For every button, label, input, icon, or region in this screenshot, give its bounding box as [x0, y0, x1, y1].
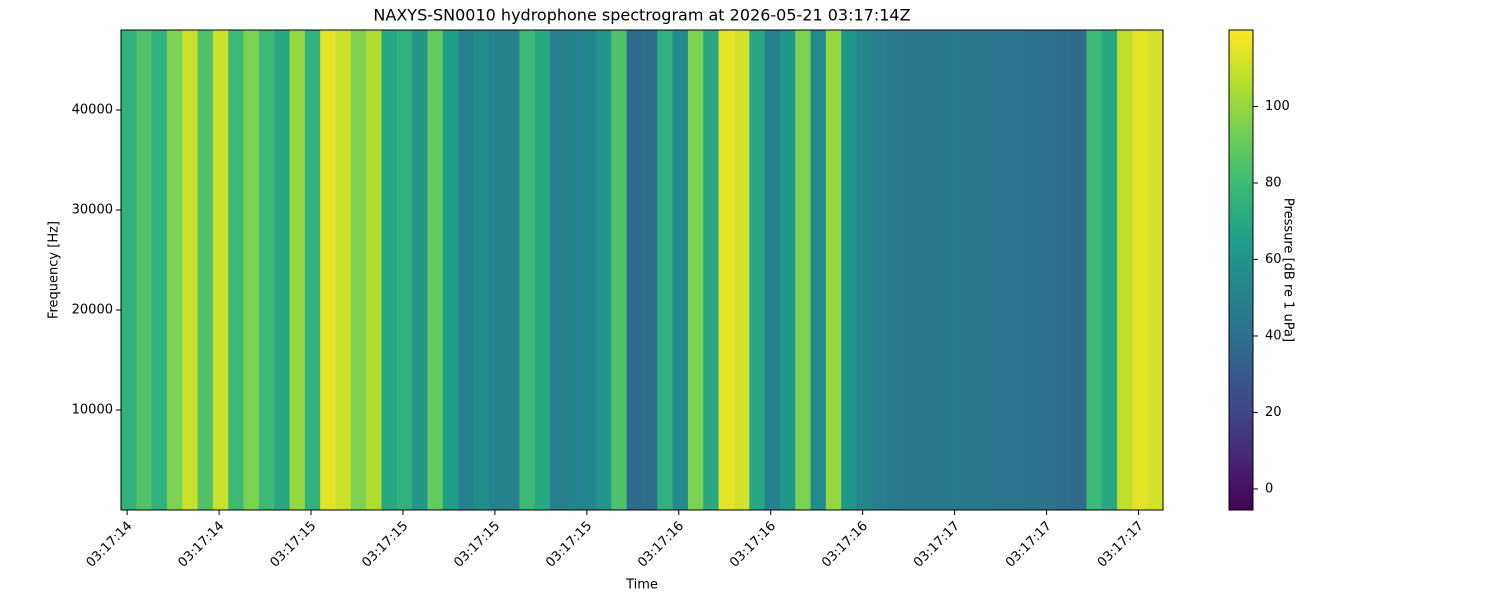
heat-cell [948, 30, 965, 510]
heat-cell [412, 30, 429, 510]
heat-cell [1086, 30, 1103, 510]
heat-cell [611, 30, 628, 510]
plot-frame [120, 29, 1164, 511]
x-tick-label: 03:17:15 [359, 519, 411, 571]
heat-cell [534, 30, 551, 510]
heat-cell [917, 30, 934, 510]
heat-cell [657, 30, 674, 510]
x-axis-label: Time [625, 578, 658, 593]
x-tick-label: 03:17:15 [451, 519, 503, 571]
x-tick-label: 03:17:15 [267, 519, 319, 571]
y-tick-label: 10000 [72, 403, 113, 418]
heat-cell [1055, 30, 1072, 510]
heat-cell [1025, 30, 1042, 510]
heat-cell [1071, 30, 1087, 510]
heat-cell [871, 30, 888, 510]
heat-cell [335, 30, 352, 510]
heat-cell [212, 30, 229, 510]
heat-cell [902, 30, 919, 510]
heat-cell [136, 30, 153, 510]
heat-cell [642, 30, 658, 510]
heat-cell [458, 30, 475, 510]
heat-cell [1117, 30, 1133, 510]
heat-cell [764, 30, 781, 510]
x-tick-label: 03:17:16 [635, 519, 687, 571]
heat-cell [703, 30, 720, 510]
colorbar-tick-label: 40 [1265, 328, 1282, 343]
heat-cell [1040, 30, 1057, 510]
heat-cell [856, 30, 873, 510]
x-tick-label: 03:17:17 [911, 519, 963, 571]
colorbar-tick-label: 100 [1265, 99, 1290, 114]
chart-title: NAXYS-SN0010 hydrophone spectrogram at 2… [373, 6, 910, 25]
heat-cell [963, 30, 980, 510]
heat-cell [350, 30, 367, 510]
heat-cell [442, 30, 459, 510]
heat-cell [166, 30, 183, 510]
colorbar-tick-label: 80 [1265, 175, 1282, 190]
heat-cell [243, 30, 260, 510]
colorbar [1228, 29, 1254, 511]
heat-cell [580, 30, 597, 510]
heat-cell [228, 30, 245, 510]
heat-cell [381, 30, 398, 510]
x-tick-label: 03:17:14 [84, 519, 136, 571]
colorbar-tick-label: 0 [1265, 481, 1273, 496]
heat-cell [320, 30, 337, 510]
x-tick-label: 03:17:17 [1095, 519, 1147, 571]
colorbar-tick-label: 20 [1265, 405, 1282, 420]
x-tick-label: 03:17:15 [543, 519, 595, 571]
heat-cell [1147, 30, 1164, 510]
heat-cell [718, 30, 735, 510]
heat-cell [121, 30, 137, 510]
x-tick-label: 03:17:16 [819, 519, 871, 571]
heat-cell [795, 30, 812, 510]
heat-cell [182, 30, 199, 510]
colorbar-tick-label: 60 [1265, 252, 1282, 267]
heat-cell [274, 30, 291, 510]
heat-cell [810, 30, 827, 510]
heat-cell [825, 30, 842, 510]
heat-cell [427, 30, 444, 510]
heat-cell [488, 30, 505, 510]
heat-cell [979, 30, 996, 510]
heat-cell [749, 30, 766, 510]
y-tick-label: 20000 [72, 303, 113, 318]
heat-cell [504, 30, 521, 510]
y-tick-label: 30000 [72, 203, 113, 218]
heat-cell [304, 30, 321, 510]
heat-cell [366, 30, 383, 510]
heat-cell [1101, 30, 1118, 510]
heat-cell [779, 30, 796, 510]
plot-area [121, 30, 1164, 510]
y-axis-label: Frequency [Hz] [47, 221, 62, 319]
x-tick-label: 03:17:14 [175, 519, 227, 571]
heat-cell [289, 30, 306, 510]
heat-cell [994, 30, 1011, 510]
heat-cell [733, 30, 750, 510]
heat-cell [519, 30, 536, 510]
heat-cell [550, 30, 566, 510]
heat-cell [197, 30, 214, 510]
heat-cell [841, 30, 858, 510]
heat-cell [1132, 30, 1149, 510]
heat-cell [473, 30, 490, 510]
heat-cell [596, 30, 612, 510]
x-tick-label: 03:17:16 [727, 519, 779, 571]
heat-cell [565, 30, 582, 510]
heat-cell [933, 30, 950, 510]
colorbar-label: Pressure [dB re 1 uPa] [1281, 198, 1296, 342]
heat-cell [258, 30, 275, 510]
heat-cell [1009, 30, 1026, 510]
heat-cell [626, 30, 643, 510]
heat-cell [396, 30, 413, 510]
heat-cell [687, 30, 704, 510]
x-tick-label: 03:17:17 [1003, 519, 1055, 571]
heat-cell [672, 30, 689, 510]
y-tick-label: 40000 [72, 103, 113, 118]
heat-cell [151, 30, 168, 510]
heat-cell [887, 30, 904, 510]
